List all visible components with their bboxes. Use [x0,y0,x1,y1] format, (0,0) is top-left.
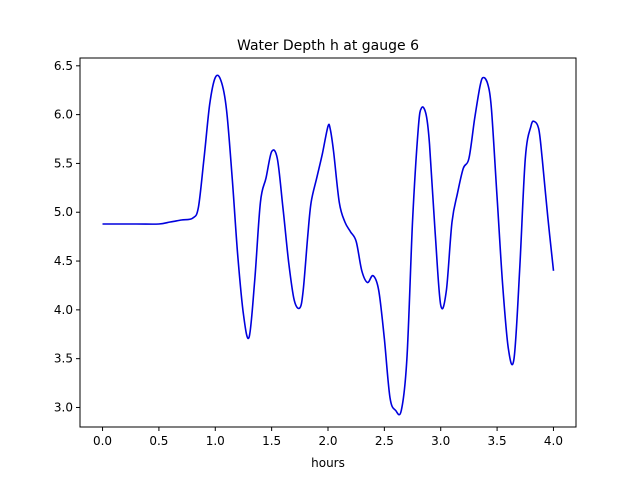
x-tick-label: 3.5 [488,434,507,448]
chart-title: Water Depth h at gauge 6 [237,38,419,54]
x-tick-label: 0.0 [93,434,112,448]
x-tick-label: 2.5 [375,434,394,448]
x-tick-label: 1.0 [206,434,225,448]
series-line [102,74,555,416]
y-tick-label: 5.0 [54,205,73,219]
x-tick-label: 4.0 [544,434,563,448]
y-tick-label: 3.5 [54,352,73,366]
y-tick-label: 6.5 [54,59,73,73]
y-tick-label: 4.5 [54,254,73,268]
y-tick-label: 6.0 [54,108,73,122]
x-axis-label: hours [311,456,345,470]
y-tick-label: 5.5 [54,156,73,170]
y-tick-label: 3.0 [54,400,73,414]
x-axis: 0.0 0.5 1.0 1.5 2.0 2.5 3.0 3.5 4.0 [93,427,563,448]
x-tick-label: 0.5 [149,434,168,448]
x-tick-label: 3.0 [431,434,450,448]
x-tick-label: 1.5 [262,434,281,448]
x-tick-label: 2.0 [318,434,337,448]
y-axis: 3.0 3.5 4.0 4.5 5.0 5.5 6.0 6.5 [54,59,80,414]
y-tick-label: 4.0 [54,303,73,317]
